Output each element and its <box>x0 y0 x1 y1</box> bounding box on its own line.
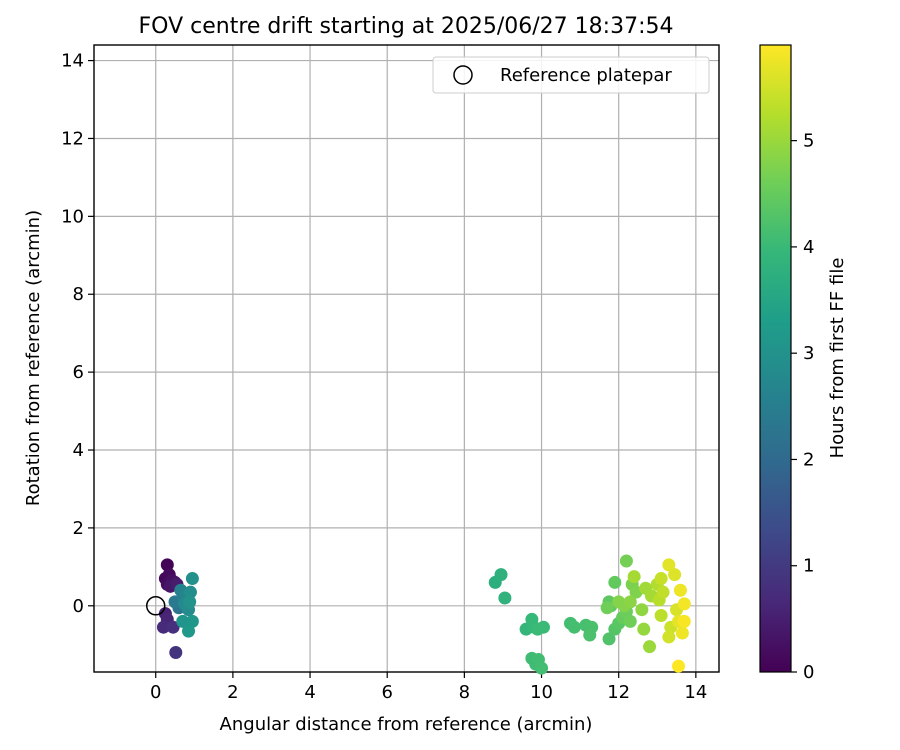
data-point <box>635 603 649 617</box>
y-tick-label: 8 <box>73 284 84 305</box>
data-point <box>608 575 622 589</box>
data-point <box>600 601 614 615</box>
x-tick-label: 6 <box>381 682 392 703</box>
data-point <box>627 570 641 584</box>
data-point <box>675 626 689 640</box>
x-tick-label: 14 <box>684 682 707 703</box>
scatter-points <box>156 554 691 675</box>
legend: Reference platepar <box>432 56 710 94</box>
data-point <box>183 585 197 599</box>
colorbar: 0 1 2 3 4 5 Hours from first FF file <box>759 44 848 683</box>
colorbar-tick-label: 1 <box>803 556 814 577</box>
data-point <box>677 614 691 628</box>
x-tick-label: 2 <box>227 682 238 703</box>
legend-box <box>432 56 710 94</box>
x-tick-label: 4 <box>304 682 315 703</box>
data-point <box>654 572 668 586</box>
data-point <box>567 620 581 634</box>
x-axis-label: Angular distance from reference (arcmin) <box>220 714 593 735</box>
colorbar-tick-label: 3 <box>803 343 814 364</box>
y-tick-label: 12 <box>61 128 84 149</box>
plot-area: 0 2 4 6 8 10 12 14 0 2 4 6 8 10 12 14 <box>61 44 720 703</box>
data-point <box>662 558 676 572</box>
data-point <box>169 646 183 660</box>
grid <box>94 45 719 672</box>
reference-marker <box>145 596 166 616</box>
data-point <box>160 558 174 572</box>
colorbar-tick-label: 0 <box>803 662 814 683</box>
y-tick-label: 0 <box>73 596 84 617</box>
y-tick-label: 6 <box>73 362 84 383</box>
data-point <box>166 620 180 634</box>
y-tick-label: 4 <box>73 440 84 461</box>
data-point <box>494 568 508 582</box>
colorbar-gradient <box>759 44 792 673</box>
y-tick-label: 14 <box>61 51 84 72</box>
x-tick-label: 8 <box>459 682 470 703</box>
y-tick-label: 2 <box>73 518 84 539</box>
axis-ticks: 0 2 4 6 8 10 12 14 0 2 4 6 8 10 12 14 <box>61 51 707 703</box>
data-point <box>602 632 616 646</box>
data-point <box>156 620 170 634</box>
data-point <box>662 630 676 644</box>
plot-frame <box>93 44 720 673</box>
chart-title: FOV centre drift starting at 2025/06/27 … <box>139 14 674 39</box>
data-point <box>536 620 550 634</box>
data-point <box>637 622 651 636</box>
data-point <box>668 568 682 582</box>
legend-marker-icon <box>453 65 473 85</box>
data-point <box>619 554 633 568</box>
data-point <box>623 595 637 609</box>
data-point <box>535 661 549 675</box>
data-point <box>185 572 199 586</box>
colorbar-tick-label: 2 <box>803 449 814 470</box>
data-point <box>182 624 196 638</box>
legend-entry-label: Reference platepar <box>500 65 672 86</box>
x-tick-label: 12 <box>607 682 630 703</box>
x-tick-label: 10 <box>530 682 553 703</box>
data-point <box>671 659 685 673</box>
colorbar-ticks: 0 1 2 3 4 5 <box>791 131 814 683</box>
data-point <box>643 640 657 654</box>
x-tick-label: 0 <box>150 682 161 703</box>
data-point <box>176 614 190 628</box>
data-point <box>583 628 597 642</box>
data-point <box>673 583 687 597</box>
data-point <box>656 585 670 599</box>
data-point <box>498 591 512 605</box>
colorbar-label: Hours from first FF file <box>827 258 848 459</box>
colorbar-tick-label: 5 <box>803 131 814 152</box>
data-point <box>677 597 691 611</box>
y-tick-label: 10 <box>61 206 84 227</box>
data-point <box>654 609 668 623</box>
data-point <box>623 614 637 628</box>
y-axis-label: Rotation from reference (arcmin) <box>23 210 44 506</box>
colorbar-tick-label: 4 <box>803 237 814 258</box>
data-point <box>183 595 197 609</box>
data-point <box>185 614 199 628</box>
